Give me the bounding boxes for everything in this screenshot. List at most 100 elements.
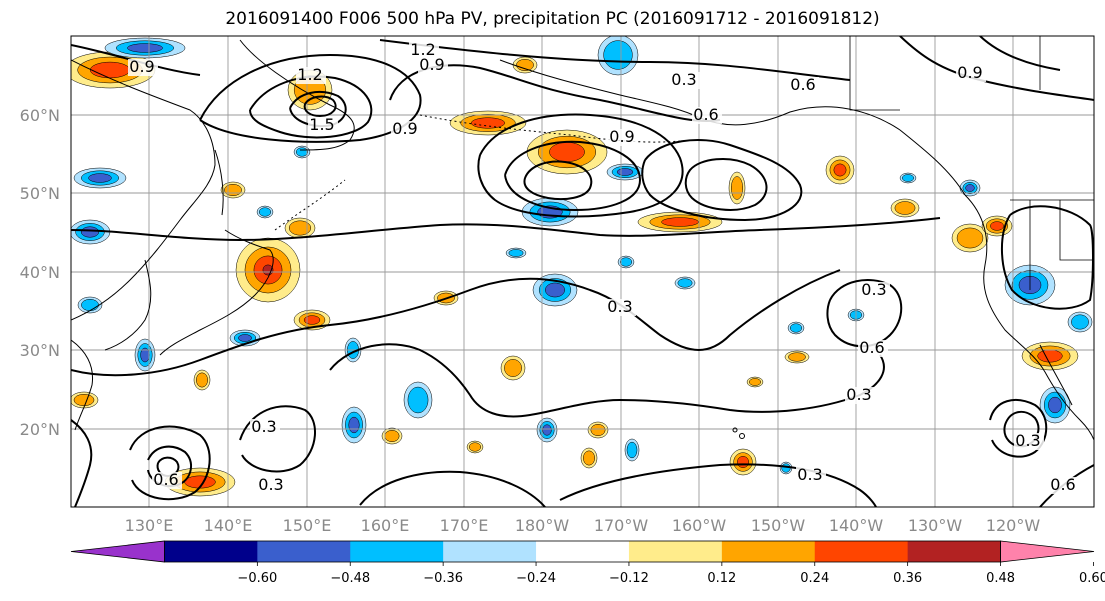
precipitation-cell	[619, 257, 633, 267]
colorbar-segment	[907, 541, 1002, 562]
coastline-north-america	[964, 194, 1094, 441]
precipitation-cell	[295, 147, 309, 157]
contour-value-label: 0.3	[671, 70, 696, 89]
coastline-korea	[104, 259, 152, 351]
contour-label-background	[858, 340, 888, 357]
contour-label-background	[128, 59, 158, 76]
colorbar: −0.60 −0.48 −0.36 −0.24 −0.12 0.12 0.24 0.36 0.4…	[70, 540, 1105, 586]
contour-value-label: 0.6	[859, 338, 884, 357]
figure-title: 2016091400 F006 500 hPa PV, precipitatio…	[225, 9, 880, 29]
map-frame	[70, 35, 1095, 508]
precipitation-cell	[748, 378, 762, 386]
precipitation-cell	[516, 58, 534, 72]
coastline-china	[71, 339, 94, 431]
precipitation-cell	[788, 352, 806, 362]
contour-value-label: 0.3	[861, 280, 886, 299]
precipitation-cell	[258, 207, 272, 217]
contour-value-label: 0.6	[1050, 475, 1075, 494]
longitude-tick-label: 140°E	[204, 516, 253, 535]
coastline-alaska	[499, 59, 966, 196]
precipitation-cell	[990, 221, 1004, 231]
contour-value-label: 0.9	[609, 127, 634, 146]
contour-line	[359, 470, 546, 507]
contour-line	[303, 95, 337, 118]
contour-value-label: 0.9	[129, 57, 154, 76]
precipitation-cell	[901, 174, 915, 182]
colorbar-segment	[814, 541, 909, 562]
colorbar-segment	[628, 541, 723, 562]
contour-label-background	[391, 121, 421, 138]
map-background	[71, 36, 1094, 507]
precipitation-cell	[542, 424, 552, 436]
contour-label-background	[860, 282, 890, 299]
contour-label-background	[418, 57, 448, 74]
precipitation-cell	[471, 117, 505, 129]
contour-label-background	[608, 129, 638, 146]
precipitation-cell	[730, 176, 744, 200]
contour-label-background	[308, 117, 338, 134]
latitude-labels: 60°N 50°N 40°N 30°N 20°N	[20, 106, 60, 439]
longitude-tick-label: 180°W	[515, 516, 570, 535]
contour-label-background	[606, 299, 636, 316]
coastline-asia	[71, 59, 216, 321]
precipitation-cell	[348, 416, 360, 434]
contour-value-label: 0.6	[790, 75, 815, 94]
coastlines	[71, 36, 1094, 441]
pv-contours	[71, 36, 1094, 507]
contour-line	[559, 463, 877, 507]
contour-label-background	[670, 72, 700, 89]
contour-line	[71, 269, 841, 377]
contour-value-label: 1.5	[309, 115, 334, 134]
colorbar-tick-label: 0.60	[1079, 571, 1105, 586]
contour-label-background	[409, 42, 439, 59]
contour-label-background	[1049, 477, 1079, 494]
precipitation-cell	[894, 201, 916, 215]
colorbar-tick-label: −0.36	[423, 571, 463, 586]
contour-line	[129, 425, 211, 501]
precipitation-cell	[81, 298, 99, 312]
map-panel: 0.91.20.91.21.5 0.90.30.60.90.60.90.30.60…	[70, 35, 1095, 508]
precipitation-cell	[127, 43, 163, 53]
colorbar-extend-min	[70, 540, 165, 563]
contour-value-label: 0.3	[797, 465, 822, 484]
precipitation-cell	[661, 217, 699, 227]
contour-value-label: 0.6	[693, 105, 718, 124]
contour-value-label: 1.2	[410, 40, 435, 59]
longitude-tick-label: 130°E	[125, 516, 174, 535]
colorbar-frame	[164, 540, 1001, 563]
latitude-tick-label: 50°N	[20, 184, 60, 203]
colorbar-segment	[721, 541, 816, 562]
colorbar-segment	[536, 541, 630, 562]
contour-label-background	[250, 419, 280, 436]
colorbar-segment	[443, 541, 537, 562]
contour-line	[979, 36, 1061, 71]
precipitation-cell	[238, 334, 252, 342]
coastline-sakhalin	[214, 149, 224, 216]
contour-line	[504, 140, 642, 212]
contour-line	[684, 158, 768, 211]
contour-line	[239, 405, 317, 473]
contour-value-label: 0.9	[419, 55, 444, 74]
coastline-kamchatka	[239, 39, 355, 151]
graticule	[71, 36, 1094, 507]
precipitation-cell	[677, 278, 693, 288]
contour-value-label: 0.6	[153, 470, 178, 489]
precipitation-cell	[603, 40, 633, 70]
contour-value-label: 0.3	[846, 385, 871, 404]
precipitation-cell	[73, 393, 95, 407]
colorbar-tick-label: −0.60	[237, 571, 277, 586]
contour-value-label: 0.3	[1015, 431, 1040, 450]
contour-value-label: 0.3	[607, 297, 632, 316]
longitude-tick-label: 160°E	[361, 516, 410, 535]
longitude-tick-label: 140°W	[829, 516, 884, 535]
contour-value-label: 0.3	[251, 417, 276, 436]
island-chain-kuril	[274, 179, 346, 231]
precipitation-cell	[616, 168, 634, 176]
precipitation-cell	[407, 386, 429, 414]
latitude-tick-label: 60°N	[20, 106, 60, 125]
precipitation-cell	[582, 450, 596, 466]
political-borders	[849, 36, 1094, 290]
island-hawaii	[732, 427, 738, 433]
contour-label-background	[1014, 433, 1044, 450]
colorbar-tick-label: −0.12	[609, 571, 649, 586]
